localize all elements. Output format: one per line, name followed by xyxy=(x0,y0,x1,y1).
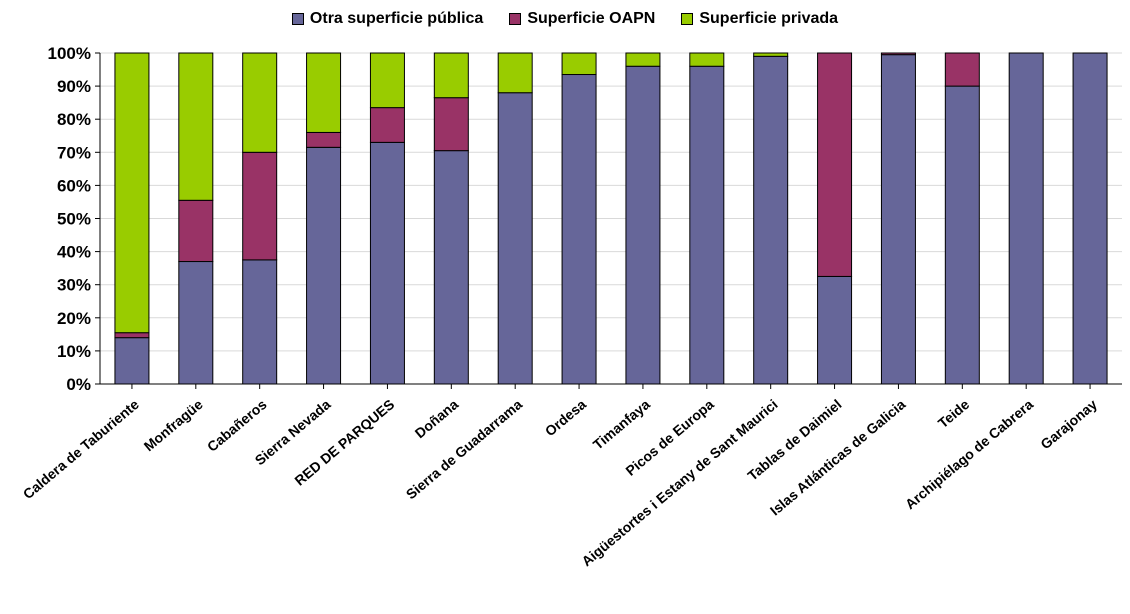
y-tick-label: 60% xyxy=(57,176,91,195)
bar-segment xyxy=(944,52,980,87)
bar-segment xyxy=(306,52,342,133)
bar-segment xyxy=(1072,52,1108,385)
category-label: Caldera de Taburiente xyxy=(20,396,142,502)
y-tick-label: 90% xyxy=(57,77,91,96)
bar-segment xyxy=(625,52,661,67)
bar-segment xyxy=(178,199,214,263)
bar-segment xyxy=(306,131,342,148)
bar-segment xyxy=(625,65,661,385)
bar-segment xyxy=(433,52,469,99)
y-tick-label: 100% xyxy=(48,44,91,63)
bar-segment xyxy=(944,85,980,385)
category-label: Monfragüe xyxy=(141,396,206,454)
category-label: Garajonay xyxy=(1037,396,1100,452)
category-label: Sierra de Guadarrama xyxy=(403,396,526,502)
bar-segment xyxy=(561,52,597,76)
bar-segment xyxy=(433,150,469,385)
y-tick-label: 10% xyxy=(57,342,91,361)
y-tick-label: 0% xyxy=(66,375,91,394)
bar-segment xyxy=(689,65,725,385)
bar-segment xyxy=(1008,52,1044,385)
legend-item-otra-superficie-publica: Otra superficie pública xyxy=(291,10,484,28)
bar-segment xyxy=(561,74,597,385)
legend-item-superficie-privada: Superficie privada xyxy=(681,10,838,28)
bar-segment xyxy=(369,52,405,109)
bar-segment xyxy=(114,332,150,339)
legend-swatch-otra-superficie-publica xyxy=(291,13,304,25)
y-tick-label: 80% xyxy=(57,110,91,129)
bar-segment xyxy=(753,52,789,57)
legend-label-superficie-privada: Superficie privada xyxy=(699,10,839,27)
bar-segment xyxy=(242,52,278,153)
category-label: Ordesa xyxy=(542,396,589,439)
bar-segment xyxy=(306,146,342,385)
y-tick-label: 50% xyxy=(57,210,91,229)
bar-segment xyxy=(689,52,725,67)
y-tick-label: 70% xyxy=(57,143,91,162)
bar-segment xyxy=(114,52,150,334)
bar-segment xyxy=(242,259,278,385)
category-label: Doñana xyxy=(412,396,462,441)
bar-segment xyxy=(178,261,214,385)
bar-segment xyxy=(114,337,150,385)
legend: Otra superficie pública Superficie OAPN … xyxy=(0,10,1130,28)
bar-segment xyxy=(433,97,469,152)
category-label: Islas Atlánticas de Galicia xyxy=(767,396,909,519)
bar-segment xyxy=(242,151,278,261)
category-label: Archipiélago de Cabrera xyxy=(902,396,1036,512)
legend-label-superficie-oapn: Superficie OAPN xyxy=(527,10,656,27)
legend-item-superficie-oapn: Superficie OAPN xyxy=(509,10,655,28)
category-label: Teide xyxy=(935,396,973,431)
y-tick-label: 40% xyxy=(57,243,91,262)
bar-segment xyxy=(817,275,853,385)
bar-segment xyxy=(817,52,853,277)
category-label: Cabañeros xyxy=(204,396,270,455)
bar-segment xyxy=(753,55,789,385)
legend-swatch-superficie-oapn xyxy=(509,13,522,25)
y-tick-label: 20% xyxy=(57,309,91,328)
bar-segment xyxy=(497,92,533,385)
bar-segment xyxy=(880,54,916,385)
legend-label-otra-superficie-publica: Otra superficie pública xyxy=(309,10,484,27)
bar-segment xyxy=(178,52,214,201)
bar-segment xyxy=(880,52,916,56)
bar-segment xyxy=(497,52,533,94)
category-label: Timanfaya xyxy=(590,396,653,453)
y-tick-label: 30% xyxy=(57,276,91,295)
legend-swatch-superficie-privada xyxy=(681,13,694,25)
bar-segment xyxy=(369,141,405,385)
bar-segment xyxy=(369,107,405,143)
